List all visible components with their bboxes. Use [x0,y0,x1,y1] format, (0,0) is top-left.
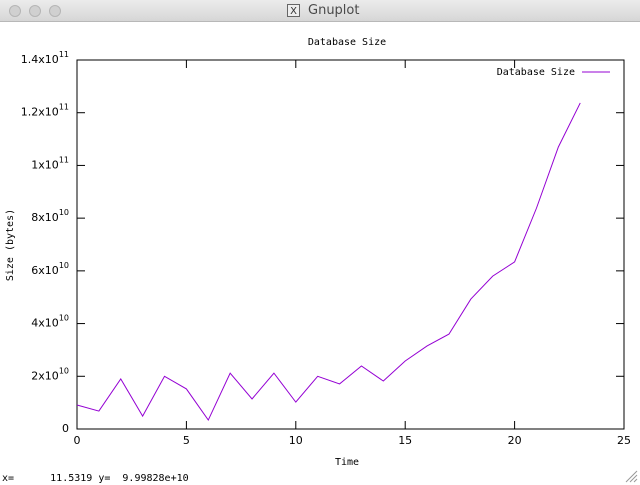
app-icon: X [287,4,300,17]
y-tick-base: 6x10 [31,264,59,277]
y-tick-label: 1.2x1011 [21,102,69,119]
zoom-button[interactable] [49,5,61,17]
y-tick-base: 8x10 [31,211,59,224]
y-tick-base: 1.4x10 [21,53,59,66]
x-tick-label: 15 [398,434,412,447]
x-tick-label: 25 [617,434,631,447]
y-tick-label: 4x1010 [31,313,69,330]
legend-label: Database Size [497,67,575,78]
x-tick-label: 10 [289,434,303,447]
resize-grip[interactable] [625,470,638,483]
y-tick-label: 1x1011 [31,155,69,172]
y-tick-label: 0 [62,422,69,435]
y-tick-label: 6x1010 [31,260,69,277]
y-tick-exponent: 10 [59,208,69,217]
chart-title: Database Size [308,37,386,48]
y-tick-exponent: 11 [59,102,69,111]
close-button[interactable] [9,5,21,17]
y-tick-exponent: 10 [59,313,69,322]
y-tick-label: 2x1010 [31,366,69,383]
x-tick-label: 0 [74,434,81,447]
y-tick-exponent: 11 [59,50,69,59]
y-tick-exponent: 10 [59,260,69,269]
y-tick-base: 2x10 [31,369,59,382]
y-axis-label: Size (bytes) [5,209,16,281]
y-tick-base: 4x10 [31,317,59,330]
y-tick-exponent: 11 [59,155,69,164]
y-tick-base: 1x10 [31,158,59,171]
y-tick-exponent: 10 [59,366,69,375]
y-tick-base: 1.2x10 [21,106,59,119]
data-line [76,102,581,422]
plot-frame [76,59,625,430]
x-tick-label: 20 [508,434,522,447]
y-tick-label: 1.4x1011 [21,50,69,67]
y-tick-label: 8x1010 [31,208,69,225]
x-axis-label: Time [335,457,359,468]
minimize-button[interactable] [29,5,41,17]
window-title: Gnuplot [308,3,360,18]
x-tick-label: 5 [183,434,190,447]
title-bar: X Gnuplot [0,0,640,22]
status-bar: x= 11.5319 y= 9.99828e+10 [2,473,189,484]
